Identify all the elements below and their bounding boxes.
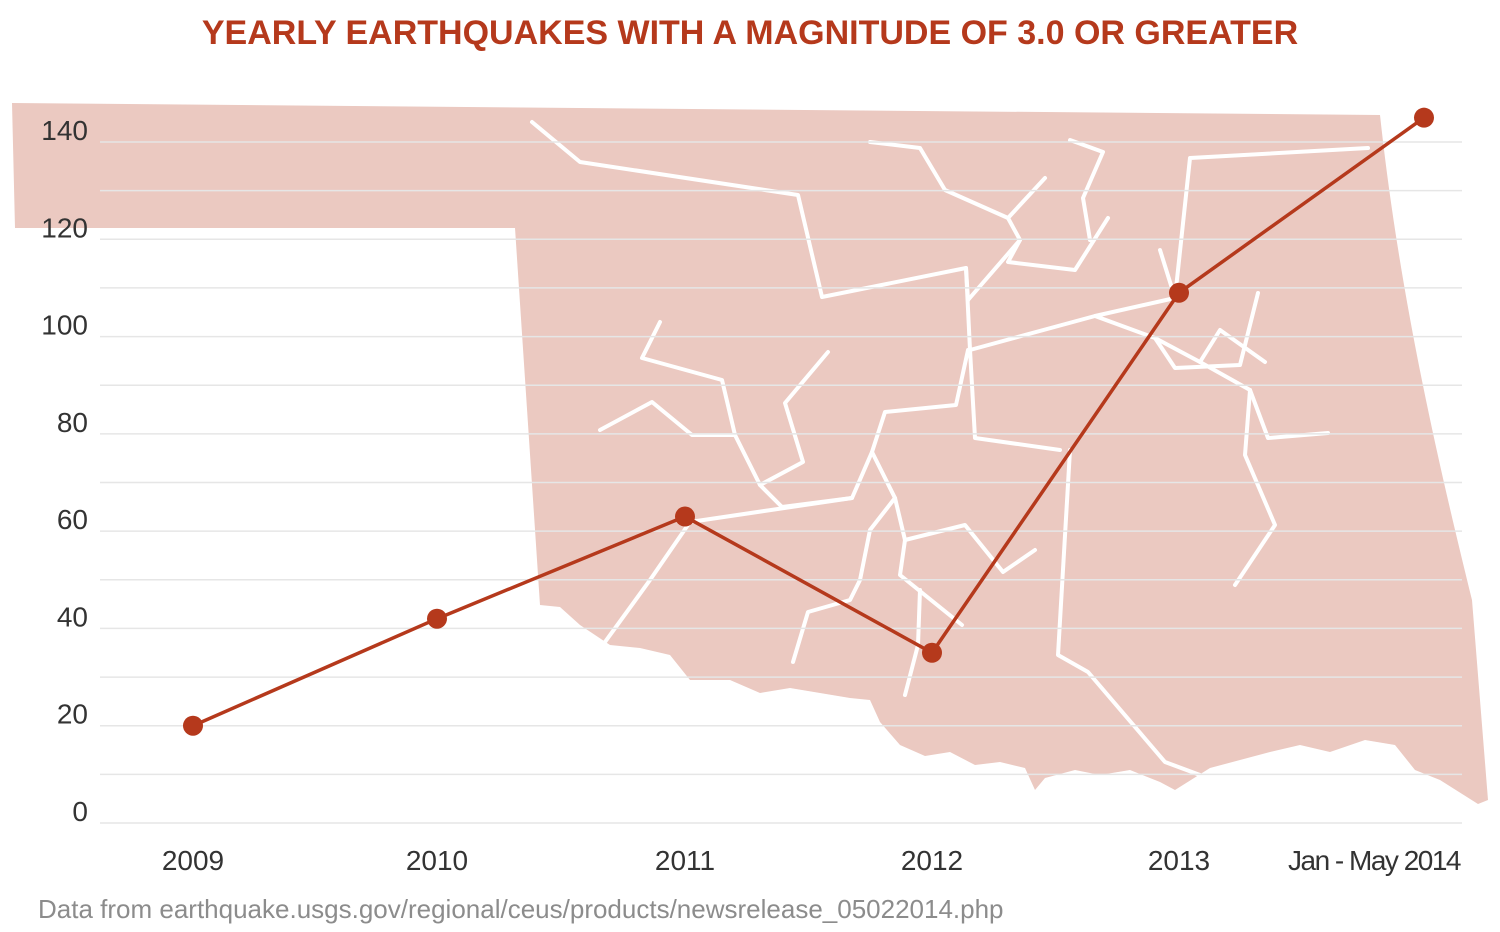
fault-line-19 [791,496,897,664]
x-tick-label: 2010 [406,845,468,876]
chart-title: YEARLY EARTHQUAKES WITH A MAGNITUDE OF 3… [202,14,1298,52]
fault-line-16 [640,320,762,487]
series-line [192,116,1426,728]
fault-line-11 [966,238,1022,302]
x-tick-label: 2013 [1148,845,1210,876]
y-tick-label: 40 [57,601,88,632]
y-tick-label: 60 [57,504,88,535]
x-tick-label: 2011 [655,845,715,876]
data-point-2010 [427,608,447,629]
y-tick-label: 80 [57,407,88,438]
y-tick-label: 0 [72,796,88,827]
fault-line-10 [1068,138,1105,242]
x-tick-label: 2009 [162,845,224,876]
y-axis-ticks: 0 20 40 60 80 100 120 140 [41,115,88,827]
fault-line-6 [1233,388,1277,587]
data-point-2009 [183,715,203,736]
fault-line-17 [598,400,737,437]
fault-line-4 [1093,291,1260,370]
fault-line-15 [758,350,854,509]
y-tick-label: 100 [41,310,88,341]
y-tick-label: 120 [41,212,88,243]
oklahoma-map-background [12,103,1488,804]
fault-line-12 [870,348,970,627]
fault-line-21 [1056,448,1202,777]
fault-line-7 [1198,328,1267,364]
fault-line-2 [964,266,1062,452]
data-point-jan-may2014 [1414,107,1434,128]
data-point-2013 [1169,282,1189,303]
data-point-2011 [675,506,695,527]
source-note: Data from earthquake.usgs.gov/regional/c… [38,894,1004,924]
x-tick-label: Jan - May 2014 [1288,845,1461,876]
y-tick-label: 140 [41,115,88,146]
x-tick-label: 2012 [901,845,963,876]
gridlines [100,141,1462,824]
fault-line-9 [1006,216,1110,272]
series-earthquakes [183,107,1434,736]
oklahoma-state-shape [12,103,1488,804]
x-axis-ticks: 2009 2010 2011 2012 2013 Jan - May 2014 [162,845,1463,876]
data-point-2012 [922,642,942,663]
fault-line-13 [903,523,1037,574]
y-tick-label: 20 [57,699,88,730]
